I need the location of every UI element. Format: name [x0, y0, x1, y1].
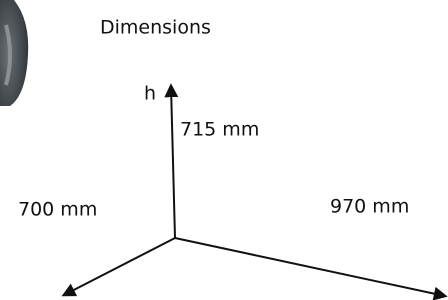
width-value: 970 mm: [330, 196, 409, 218]
product-image-fragment: [0, 0, 28, 106]
height-value: 715 mm: [180, 119, 259, 141]
dimension-diagram: Dimensions h 715 mm 700 mm 970 mm: [0, 0, 448, 300]
depth-value: 700 mm: [18, 199, 97, 221]
height-axis-label: h: [144, 83, 156, 105]
depth-arrow: [64, 238, 175, 295]
title: Dimensions: [100, 17, 211, 39]
width-arrow: [175, 238, 445, 296]
height-arrow: [171, 86, 175, 238]
